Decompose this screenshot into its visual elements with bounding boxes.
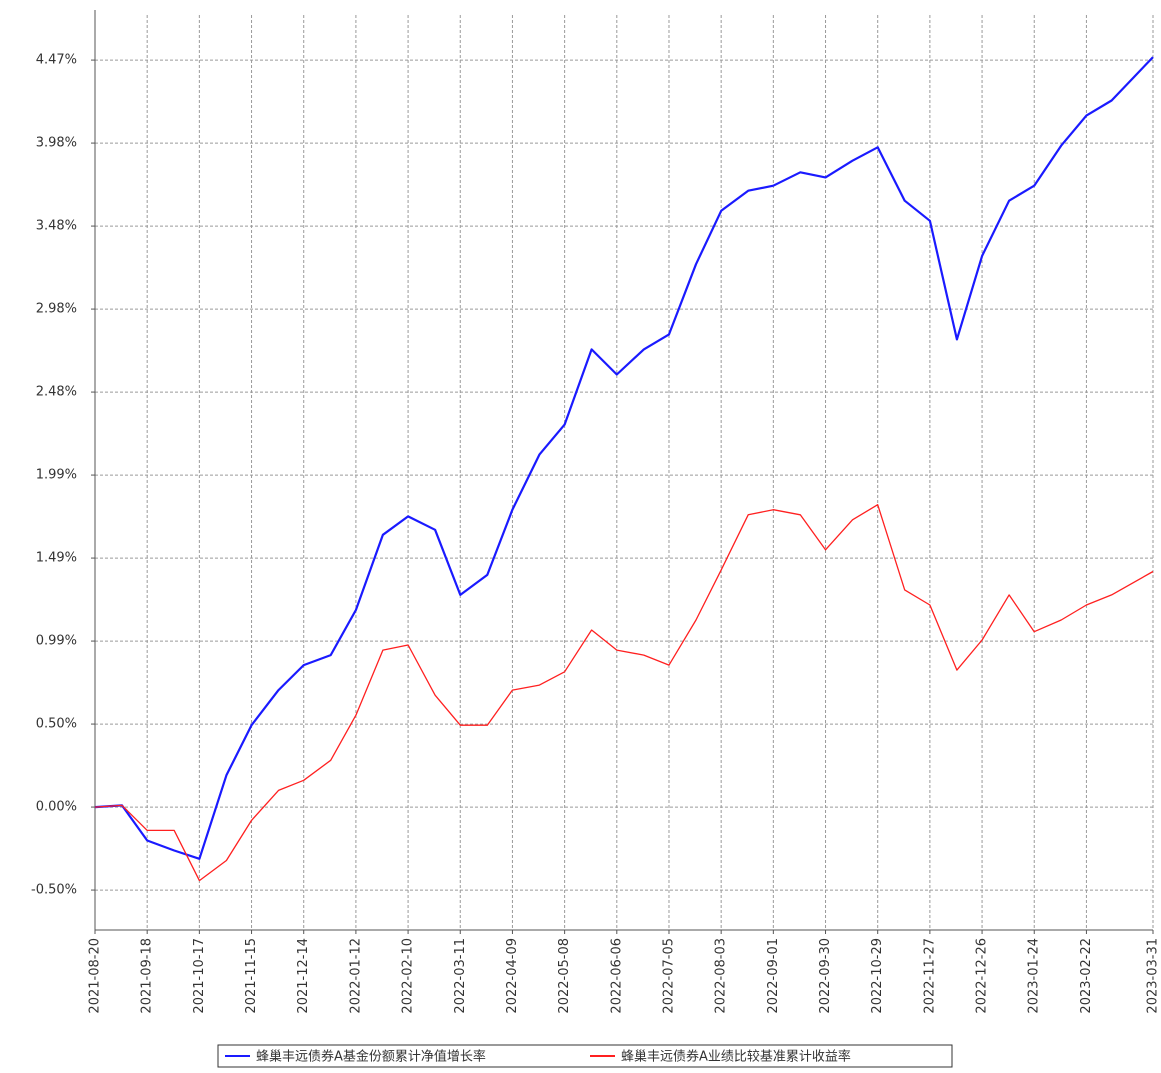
y-tick-label: 2.98% xyxy=(36,302,77,317)
x-tick-label: 2023-01-24 xyxy=(1027,938,1042,1014)
x-tick-label: 2021-08-20 xyxy=(88,938,103,1014)
x-tick-label: 2022-11-27 xyxy=(922,938,937,1014)
y-tick-label: 2.48% xyxy=(36,385,77,400)
x-tick-label: 2022-04-09 xyxy=(505,938,520,1014)
x-tick-label: 2022-01-12 xyxy=(348,938,363,1014)
x-tick-label: 2023-03-31 xyxy=(1146,938,1161,1014)
x-tick-label: 2022-09-30 xyxy=(818,938,833,1014)
y-tick-label: 1.99% xyxy=(36,468,77,483)
y-tick-label: -0.50% xyxy=(31,883,77,898)
x-tick-label: 2022-10-29 xyxy=(870,938,885,1014)
x-tick-label: 2021-10-17 xyxy=(192,938,207,1014)
y-tick-label: 0.00% xyxy=(36,800,77,815)
y-tick-label: 1.49% xyxy=(36,551,77,566)
y-tick-label: 4.47% xyxy=(36,53,77,68)
x-tick-label: 2021-12-14 xyxy=(296,938,311,1014)
series-line xyxy=(94,504,1154,882)
legend-label: 蜂巢丰远债券A业绩比较基准累计收益率 xyxy=(621,1049,851,1065)
y-tick-label: 3.48% xyxy=(36,219,77,234)
x-tick-label: 2022-07-05 xyxy=(661,938,676,1014)
y-tick-label: 0.50% xyxy=(36,717,77,732)
x-tick-label: 2022-12-26 xyxy=(975,938,990,1014)
legend-box xyxy=(217,1044,953,1068)
x-tick-label: 2022-03-11 xyxy=(453,938,468,1014)
x-tick-label: 2022-08-03 xyxy=(714,938,729,1014)
x-tick-label: 2022-05-08 xyxy=(557,938,572,1014)
x-tick-label: 2022-09-01 xyxy=(766,938,781,1014)
y-tick-label: 0.99% xyxy=(36,634,77,649)
x-tick-label: 2021-09-18 xyxy=(140,938,155,1014)
series-line xyxy=(94,56,1154,860)
x-tick-label: 2021-11-15 xyxy=(244,938,259,1014)
legend-label: 蜂巢丰远债券A基金份额累计净值增长率 xyxy=(256,1049,486,1065)
x-tick-label: 2022-02-10 xyxy=(401,938,416,1014)
x-tick-label: 2023-02-22 xyxy=(1079,938,1094,1014)
x-tick-label: 2022-06-06 xyxy=(609,938,624,1014)
y-tick-label: 3.98% xyxy=(36,136,77,151)
